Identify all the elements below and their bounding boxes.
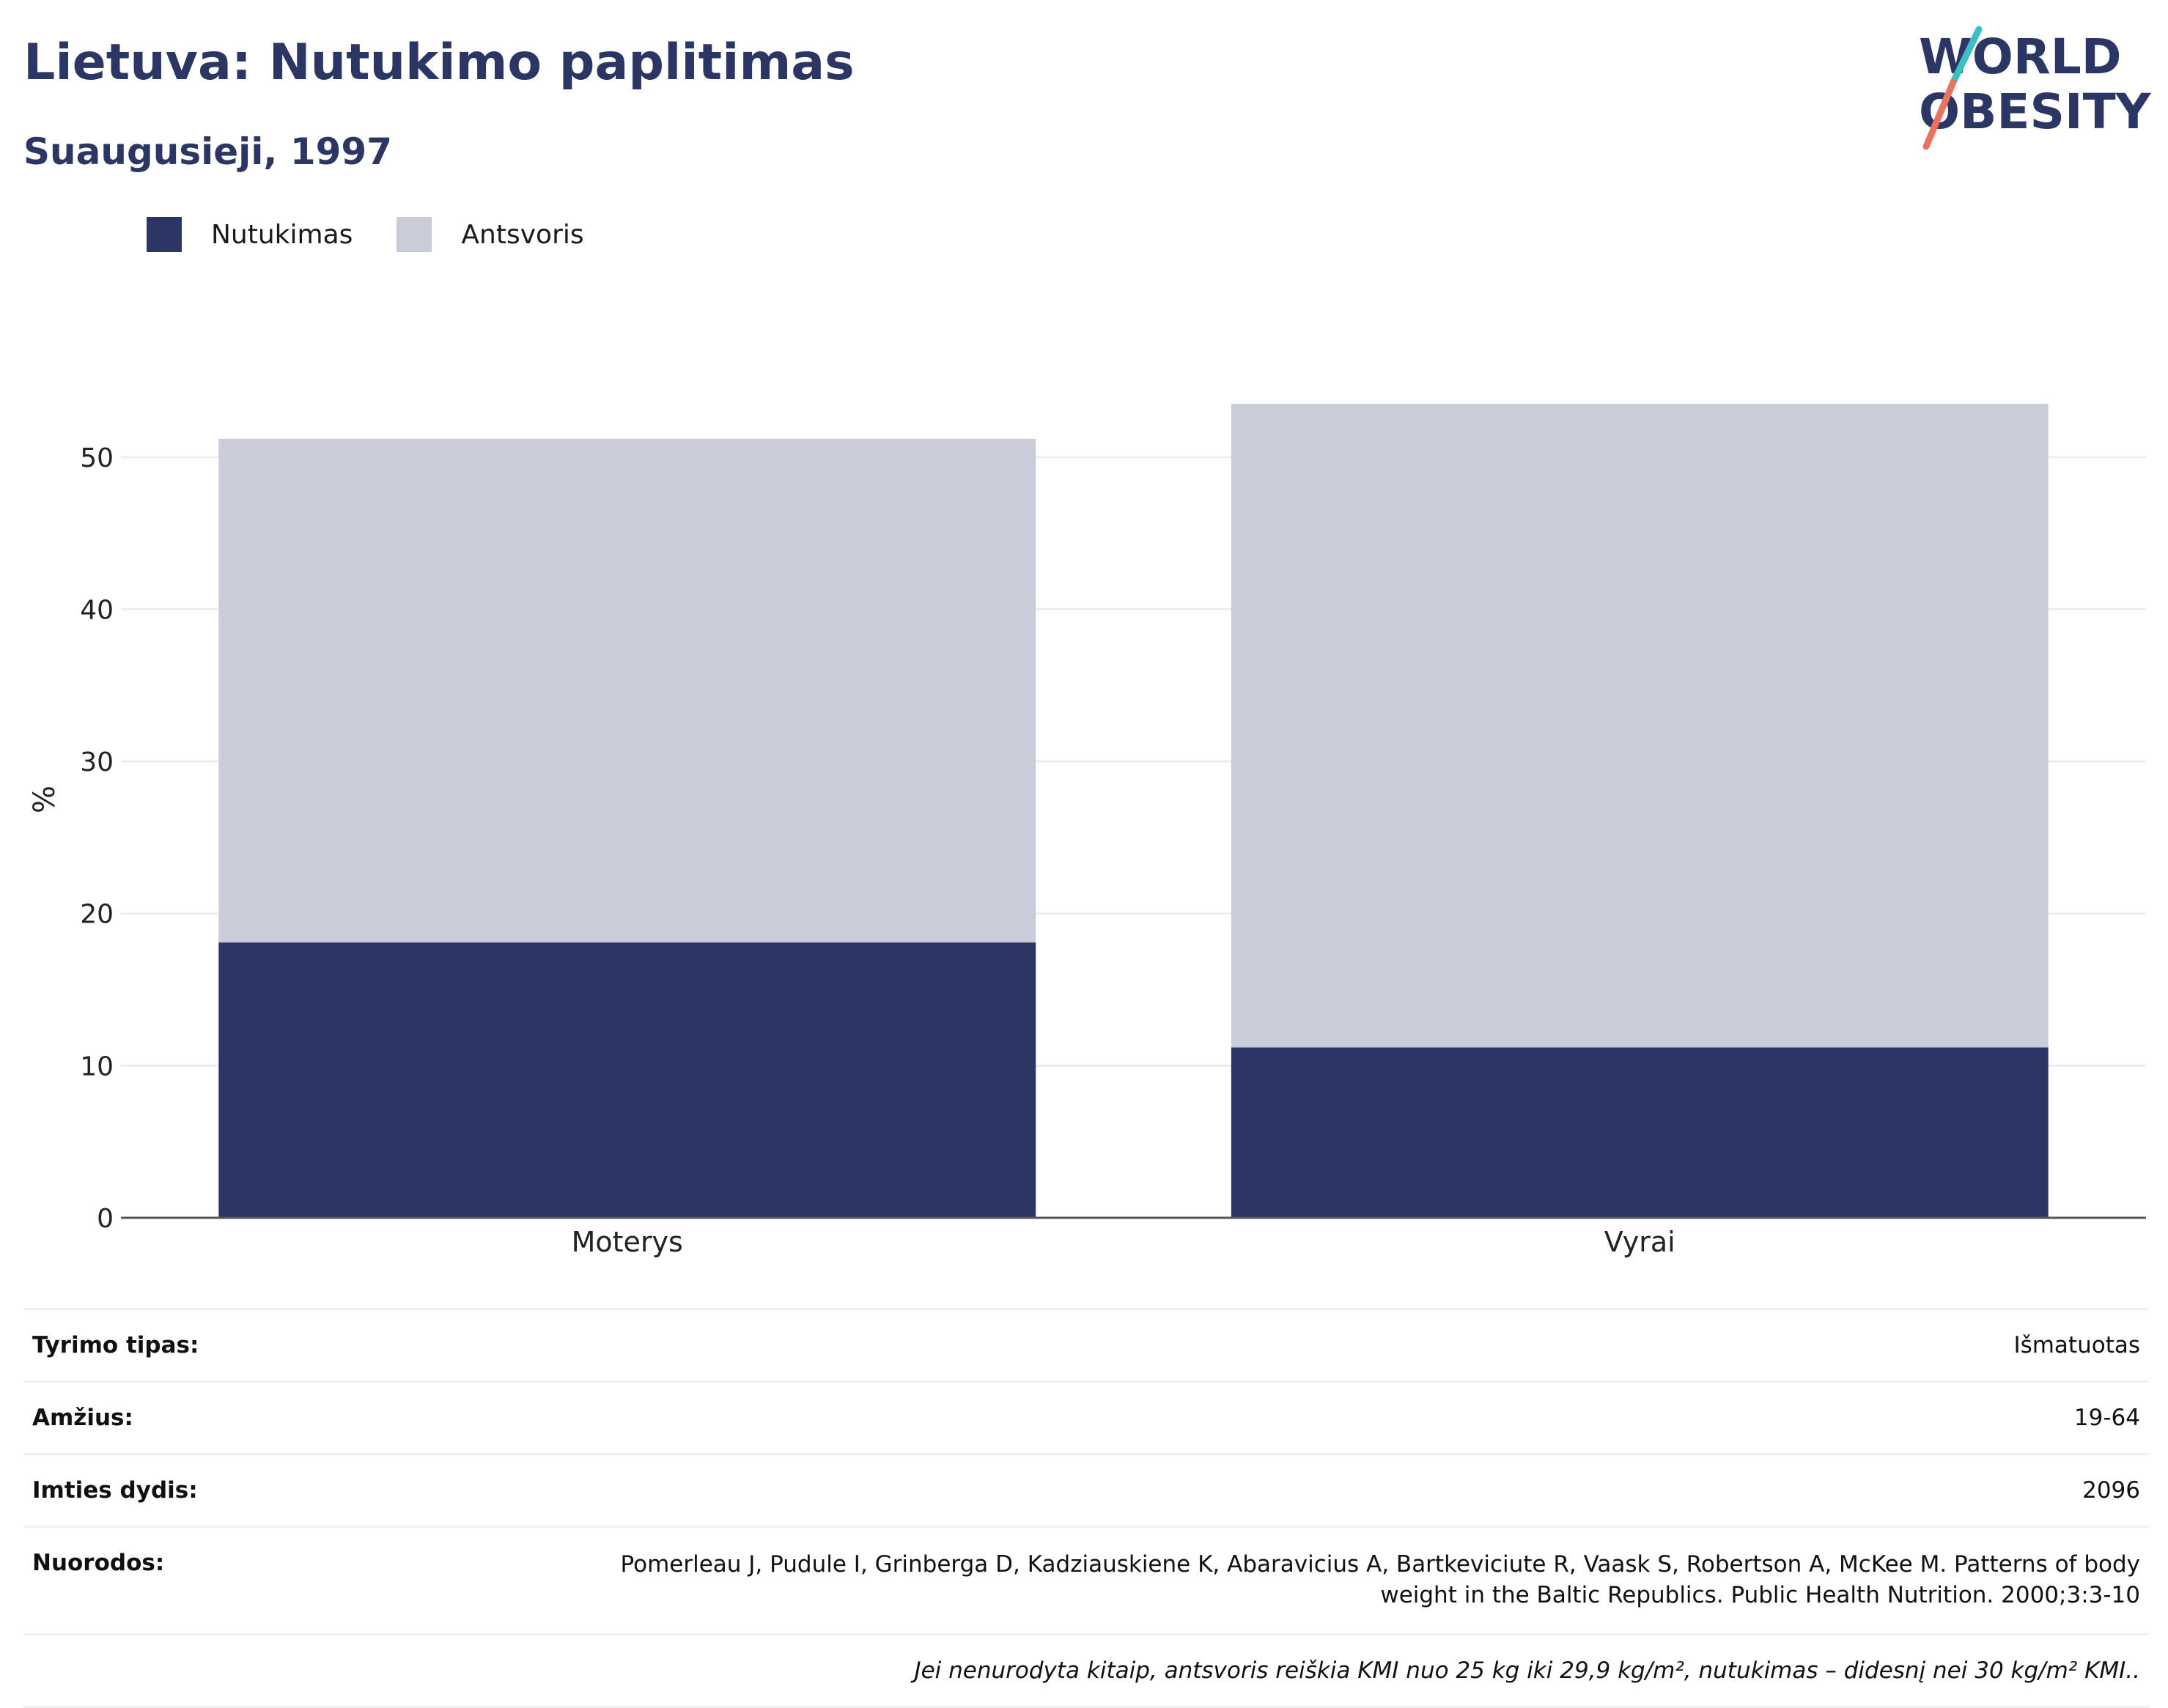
definition-note: Jei nenurodyta kitaip, antsvoris reiškia… <box>23 1633 2149 1708</box>
info-label-study-type: Tyrimo tipas: <box>32 1332 199 1358</box>
info-label-references: Nuorodos: <box>32 1550 165 1576</box>
y-tick-label: 50 <box>80 443 114 473</box>
info-row-study-type: Tyrimo tipas: Išmatuotas <box>23 1308 2149 1380</box>
y-tick-label: 10 <box>80 1051 114 1082</box>
info-value-study-type: Išmatuotas <box>2013 1332 2140 1358</box>
info-value-references: Pomerleau J, Pudule I, Grinberga D, Kadz… <box>620 1551 2140 1608</box>
y-tick-label: 20 <box>80 900 114 930</box>
info-label-age: Amžius: <box>32 1405 133 1431</box>
bar-overweight-moterys <box>218 438 1036 943</box>
info-value-age: 19-64 <box>2073 1405 2140 1431</box>
legend-swatch-obesity <box>147 217 182 252</box>
bar-obesity-moterys <box>218 942 1036 1218</box>
legend-swatch-overweight <box>397 217 432 252</box>
stacked-bar-chart: 0 10 20 30 40 50% Moterys Vyrai <box>28 404 2146 1258</box>
y-tick-label: 30 <box>80 747 114 777</box>
x-tick-label: Moterys <box>572 1226 683 1258</box>
world-obesity-logo: WORLD OBESITY <box>1919 26 2152 150</box>
legend-label-obesity: Nutukimas <box>211 219 353 250</box>
info-value-sample-size: 2096 <box>2082 1477 2140 1504</box>
study-info-table: Tyrimo tipas: Išmatuotas Amžius: 19-64 I… <box>23 1308 2149 1708</box>
page-title: Lietuva: Nutukimo paplitimas <box>23 34 855 92</box>
page-subtitle: Suaugusieji, 1997 <box>23 130 392 173</box>
bar-obesity-vyrai <box>1231 1047 2049 1218</box>
legend-item-overweight: Antsvoris <box>397 217 584 252</box>
svg-text:OBESITY: OBESITY <box>1919 84 2152 140</box>
y-axis-label: % <box>28 785 62 813</box>
info-row-sample-size: Imties dydis: 2096 <box>23 1453 2149 1526</box>
info-row-references: Nuorodos: Pomerleau J, Pudule I, Grinber… <box>23 1526 2149 1633</box>
bar-overweight-vyrai <box>1231 404 2049 1048</box>
legend-item-obesity: Nutukimas <box>147 217 353 252</box>
y-tick-label: 0 <box>97 1204 114 1234</box>
definition-note-text: Jei nenurodyta kitaip, antsvoris reiškia… <box>914 1657 2140 1684</box>
y-tick-label: 40 <box>80 595 114 625</box>
x-tick-label: Vyrai <box>1604 1226 1675 1258</box>
legend-label-overweight: Antsvoris <box>461 219 584 250</box>
info-label-sample-size: Imties dydis: <box>32 1477 198 1504</box>
info-row-age: Amžius: 19-64 <box>23 1380 2149 1453</box>
svg-text:WORLD: WORLD <box>1919 29 2122 85</box>
chart-legend: Nutukimas Antsvoris <box>147 217 628 252</box>
